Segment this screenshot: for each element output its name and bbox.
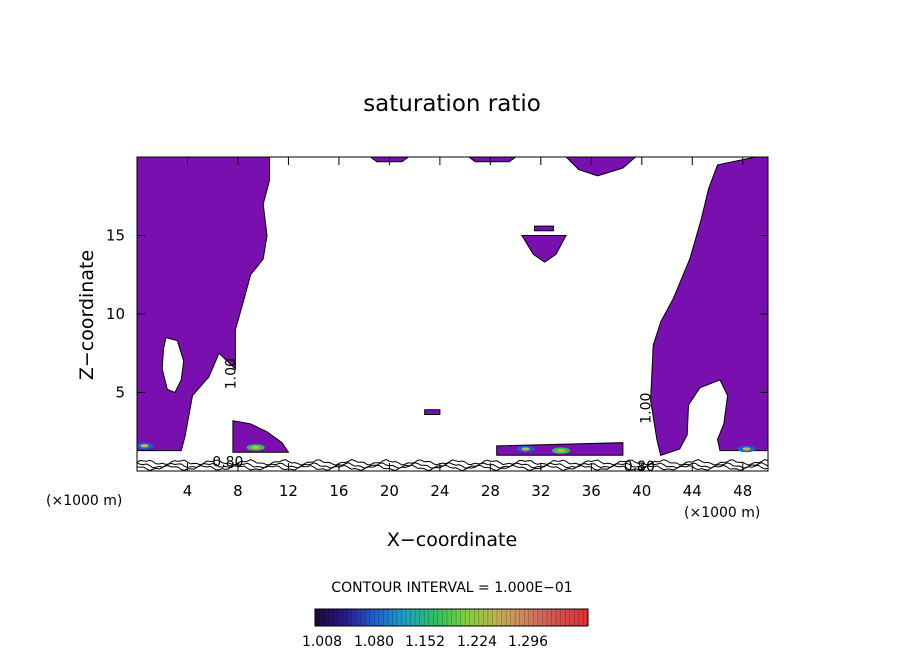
colorbar: 1.008 1.080 1.152 1.224 1.296 bbox=[302, 608, 589, 650]
y-axis-title: Z−coordinate bbox=[76, 250, 98, 380]
x-tick-label-4: 20 bbox=[380, 482, 399, 500]
contour-region-left-hole bbox=[161, 336, 185, 394]
colorbar-tick-label-0: 1.008 bbox=[302, 634, 342, 650]
hotspot-core-1 bbox=[521, 447, 530, 451]
x-tick-label-10: 44 bbox=[683, 482, 702, 500]
contour-label-2: 0.80 bbox=[212, 454, 243, 470]
x-tick-label-11: 48 bbox=[733, 482, 752, 500]
x-tick-label-1: 8 bbox=[233, 482, 243, 500]
x-tick-label-7: 32 bbox=[531, 482, 550, 500]
contour-region-top-blob-c bbox=[565, 157, 637, 177]
x-tick-label-0: 4 bbox=[183, 482, 193, 500]
contour-labels: 1.00 1.00 0.80 0.80 bbox=[212, 358, 655, 475]
surface-contour-0 bbox=[137, 459, 768, 466]
contour-region-top-blob-b bbox=[468, 157, 517, 163]
x-tick-label-6: 28 bbox=[481, 482, 500, 500]
y-tick-label-2: 15 bbox=[106, 227, 125, 245]
contour-region-mid-sliver bbox=[534, 225, 554, 232]
contour-region-right-plume bbox=[650, 157, 768, 456]
colorbar-tick-label-3: 1.224 bbox=[457, 634, 497, 650]
contour-region-low-lobe-8 bbox=[232, 420, 290, 453]
contour-label-1: 1.00 bbox=[639, 393, 655, 424]
hotspot-core-3 bbox=[742, 447, 751, 451]
hotspots bbox=[137, 442, 756, 454]
plot-area: 1.001.000.80 0.80 4 8 12 16 20 24 28 32 36 40 44 485… bbox=[106, 156, 769, 500]
x-tick-label-2: 12 bbox=[279, 482, 298, 500]
x-tick-label-5: 24 bbox=[430, 482, 449, 500]
colorbar-tick-label-4: 1.296 bbox=[508, 634, 548, 650]
surface-contours bbox=[137, 459, 768, 471]
x-tick-label-3: 16 bbox=[329, 482, 348, 500]
x-tick-label-9: 40 bbox=[632, 482, 651, 500]
x-axis-title: X−coordinate bbox=[387, 529, 517, 551]
contour-region-left-plume bbox=[137, 157, 270, 452]
colorbar-tick-label-2: 1.152 bbox=[405, 634, 445, 650]
contour-fill-regions bbox=[137, 157, 768, 456]
contour-label-0: 1.00 bbox=[223, 358, 239, 389]
x-unit-right: (×1000 m) bbox=[684, 505, 760, 521]
x-tick-label-8: 36 bbox=[582, 482, 601, 500]
hotspot-core-2 bbox=[557, 448, 566, 453]
hotspot-core-4 bbox=[140, 444, 149, 448]
contour-region-small-dot bbox=[424, 409, 441, 415]
surface-contour-1 bbox=[137, 462, 768, 469]
contour-label-3: 0.80 bbox=[624, 459, 655, 475]
chart-title: saturation ratio bbox=[363, 91, 541, 117]
y-tick-label-1: 10 bbox=[106, 305, 125, 323]
contour-interval-text: CONTOUR INTERVAL = 1.000E−01 bbox=[331, 580, 572, 596]
surface-contour-2 bbox=[137, 464, 768, 471]
hotspot-core-0 bbox=[251, 445, 260, 450]
colorbar-tick-label-1: 1.080 bbox=[354, 634, 394, 650]
colorbar-ramp bbox=[314, 608, 589, 627]
x-unit-left: (×1000 m) bbox=[46, 493, 122, 509]
contour-region-mid-cap bbox=[521, 235, 567, 263]
y-tick-label-0: 5 bbox=[115, 384, 125, 402]
